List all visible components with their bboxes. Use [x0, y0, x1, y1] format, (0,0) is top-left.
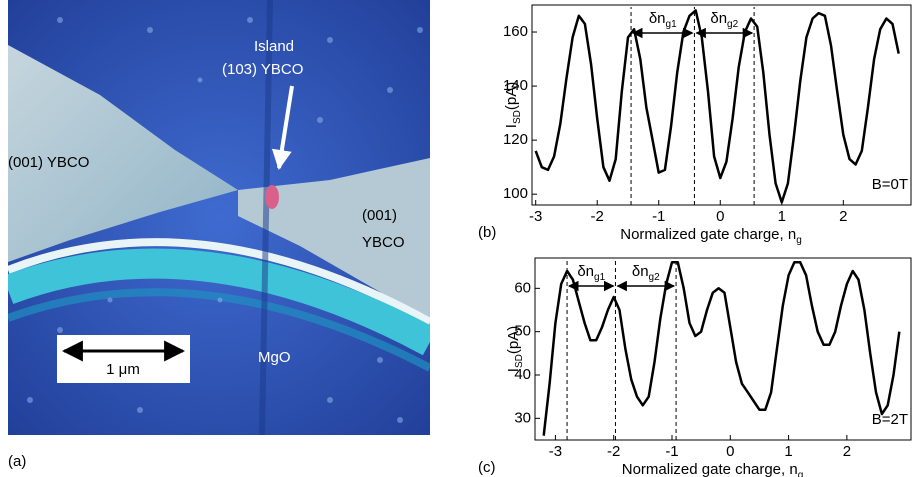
y-axis-label-unit: (pA) [503, 82, 520, 110]
x-axis-label-main: Normalized gate charge, n [622, 461, 798, 477]
x-tick-label: -2 [607, 443, 620, 460]
x-tick-label: -1 [665, 443, 678, 460]
y-tick-label: 160 [503, 23, 528, 40]
y-tick-label: 100 [503, 185, 528, 202]
x-tick-label: 1 [778, 208, 786, 225]
y-axis-label-unit: (pA) [505, 326, 522, 354]
scale-bar-label: 1 μm [106, 361, 140, 378]
y-axis-label: ISD(pA) [503, 82, 523, 128]
data-line [542, 261, 901, 436]
y-axis-label-main: I [503, 124, 520, 128]
y-tick-label: 120 [503, 131, 528, 148]
image-label: Island [254, 38, 294, 55]
x-tick-label: -2 [591, 208, 604, 225]
y-tick-label: 60 [514, 279, 531, 296]
spacing-label-sub: g2 [649, 272, 661, 283]
spacing-label-sub: g1 [594, 272, 606, 283]
panel-label: (a) [8, 453, 26, 470]
y-tick-label: 40 [514, 366, 531, 383]
x-axis-label: Normalized gate charge, ng [622, 461, 804, 477]
x-tick-label: 0 [726, 443, 734, 460]
spacing-label: δng2 [632, 263, 660, 283]
x-tick-label: 2 [839, 208, 847, 225]
spacing-label-main: δn [577, 263, 594, 280]
x-tick-label: 2 [843, 443, 851, 460]
x-tick-label: 1 [784, 443, 792, 460]
y-axis-label-sub: SD [514, 354, 525, 368]
y-tick-label: 140 [503, 77, 528, 94]
ybco-left-region [8, 45, 238, 262]
plot-frame [534, 257, 912, 441]
y-axis-label-main: I [505, 368, 522, 372]
grain-boundary [259, 0, 273, 435]
spacing-label: δng1 [649, 10, 677, 30]
island [265, 185, 279, 209]
data-line [534, 9, 900, 204]
x-axis-label-sub: g [796, 235, 802, 246]
image-label: (001) [362, 207, 397, 224]
afm-image: Island (103) YBCO (001) YBCO (001) YBCO … [8, 0, 430, 435]
x-tick-label: -1 [652, 208, 665, 225]
spacing-label-sub: g1 [666, 19, 678, 30]
image-label: MgO [258, 349, 291, 366]
spacing-label-main: δn [710, 10, 727, 27]
annotation: B=0T [872, 176, 908, 193]
image-label: YBCO [362, 234, 405, 251]
spacing-label: δng2 [710, 10, 738, 30]
spacing-label-main: δn [632, 263, 649, 280]
band-shadow [8, 288, 430, 372]
band-edge [8, 238, 430, 326]
x-tick-label: 0 [716, 208, 724, 225]
island-arrow [271, 85, 294, 170]
x-axis-label-main: Normalized gate charge, n [620, 226, 796, 243]
panel-label: (b) [478, 224, 496, 241]
cyan-band [8, 248, 430, 356]
y-axis-label-sub: SD [512, 110, 523, 124]
texture [27, 17, 423, 423]
image-label: (103) YBCO [222, 61, 303, 78]
spacing-label-sub: g2 [727, 19, 739, 30]
panel-label: (c) [478, 459, 496, 476]
y-tick-label: 50 [514, 323, 531, 340]
x-axis-label-sub: g [798, 470, 804, 477]
ybco-right-region [238, 158, 430, 325]
x-axis-label: Normalized gate charge, ng [620, 226, 802, 246]
y-axis-label: ISD(pA) [505, 326, 525, 372]
spacing-label-main: δn [649, 10, 666, 27]
plot-frame [531, 4, 912, 206]
image-label: (001) YBCO [8, 154, 89, 171]
x-tick-label: -3 [529, 208, 542, 225]
annotation: B=2T [872, 411, 908, 428]
x-tick-label: -3 [549, 443, 562, 460]
y-tick-label: 30 [514, 409, 531, 426]
spacing-label: δng1 [577, 263, 605, 283]
